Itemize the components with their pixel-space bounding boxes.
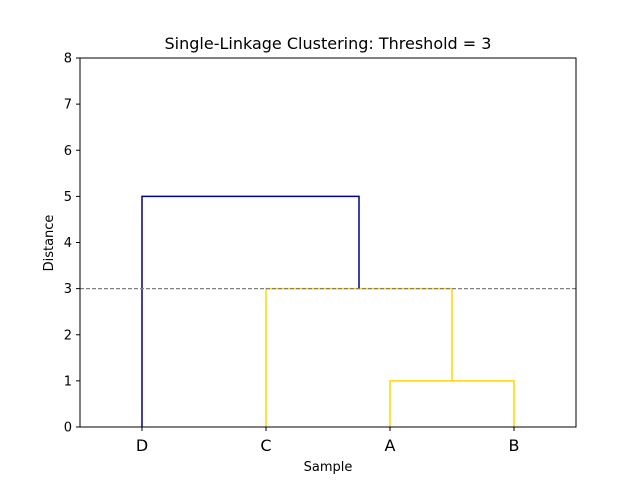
- y-tick-label: 0: [64, 421, 72, 436]
- leaf-label: D: [136, 436, 148, 455]
- x-axis-label: Sample: [304, 460, 353, 475]
- plot-frame: [79, 57, 577, 428]
- leaf-label: B: [509, 436, 520, 455]
- y-tick-label: 2: [64, 328, 72, 343]
- y-tick-label: 1: [64, 374, 72, 389]
- y-tick-label: 7: [64, 98, 72, 113]
- y-tick-label: 6: [64, 144, 72, 159]
- leaf-label: A: [385, 436, 396, 455]
- dendrogram-link: [389, 380, 515, 427]
- chart-title: Single-Linkage Clustering: Threshold = 3: [165, 34, 492, 53]
- dendrogram-link: [141, 195, 360, 427]
- plot-area: 0 1 2 3 4 5 6 7 8 D C A B: [64, 52, 577, 455]
- y-tick-label: 5: [64, 190, 72, 205]
- y-tick-label: 4: [64, 236, 72, 251]
- dendrogram-link: [265, 287, 453, 427]
- y-tick-label: 8: [64, 52, 72, 67]
- y-tick-label: 3: [64, 282, 72, 297]
- leaf-label: C: [260, 436, 271, 455]
- y-axis-label: Distance: [42, 215, 57, 272]
